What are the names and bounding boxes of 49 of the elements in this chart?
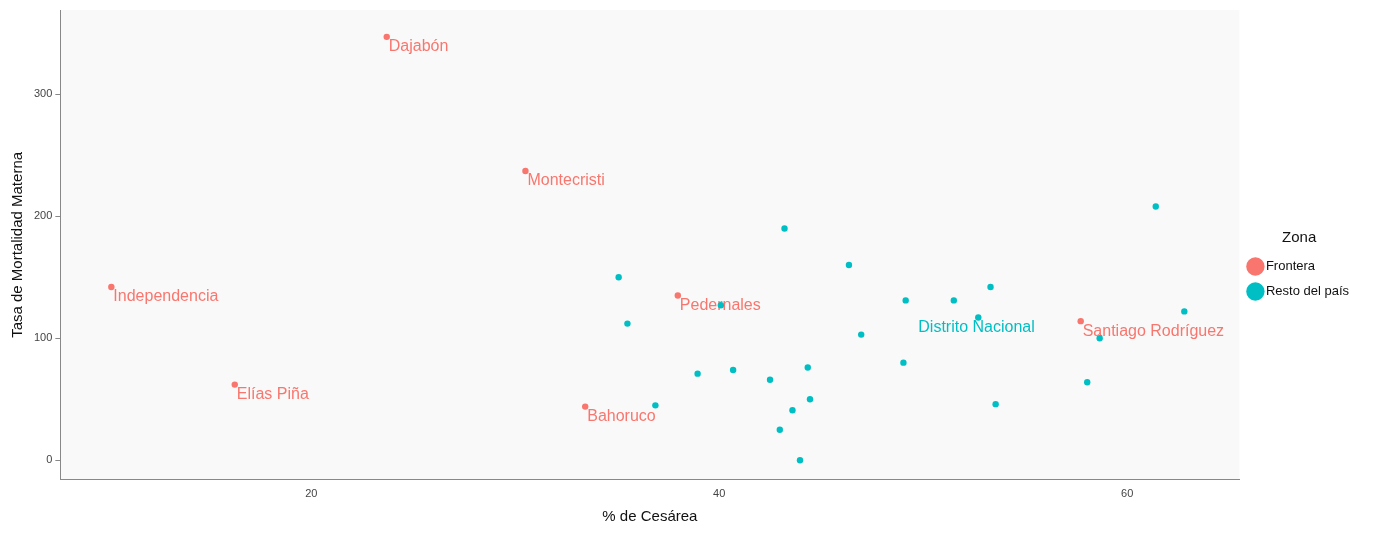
y-tick-label: 100: [33, 331, 53, 344]
point: [776, 426, 784, 433]
legend-label: Frontera: [1265, 258, 1316, 274]
annotation: Bahoruco: [587, 406, 656, 424]
point: [1152, 203, 1159, 210]
y-tick-label: 0: [46, 453, 53, 466]
point: [652, 402, 659, 409]
point: [1181, 308, 1188, 315]
point: [766, 376, 774, 383]
point: [694, 370, 701, 377]
point: [950, 297, 958, 304]
y-tick-label: 200: [33, 209, 53, 222]
legend-label: Resto del país: [1265, 283, 1350, 299]
annotation: Independencia: [113, 287, 219, 305]
annotation: Distrito Nacional: [918, 317, 1035, 335]
point: [522, 167, 529, 175]
x-axis-title: % de Cesárea: [602, 507, 699, 525]
point: [845, 261, 853, 269]
y-axis-title: Tasa de Mortalidad Materna: [8, 151, 26, 338]
point: [383, 33, 390, 41]
point: [674, 292, 682, 299]
point: [796, 457, 804, 464]
annotation: Santiago Rodríguez: [1082, 321, 1225, 339]
point: [789, 407, 796, 414]
legend-title: Zona: [1282, 227, 1317, 245]
point: [108, 283, 115, 291]
point: [858, 331, 865, 338]
annotation: Elías Piña: [236, 385, 309, 403]
point: [902, 297, 909, 304]
point: [987, 283, 994, 291]
point: [1084, 378, 1091, 386]
point: [624, 320, 631, 327]
annotation: Pedernales: [679, 295, 761, 313]
point: [900, 359, 907, 366]
x-tick-label: 40: [713, 487, 726, 500]
annotation: Montecristi: [527, 171, 605, 189]
x-tick-label: 60: [1121, 487, 1134, 500]
y-tick-label: 300: [33, 87, 53, 100]
point: [806, 396, 814, 403]
point: [615, 274, 622, 281]
point: [992, 400, 999, 408]
point: [729, 366, 737, 374]
point: [804, 364, 811, 371]
point: [1077, 317, 1084, 325]
point: [781, 225, 788, 232]
point: [231, 381, 238, 388]
annotation: Dajabón: [388, 37, 449, 55]
x-tick-label: 20: [305, 487, 318, 500]
point: [582, 403, 589, 410]
